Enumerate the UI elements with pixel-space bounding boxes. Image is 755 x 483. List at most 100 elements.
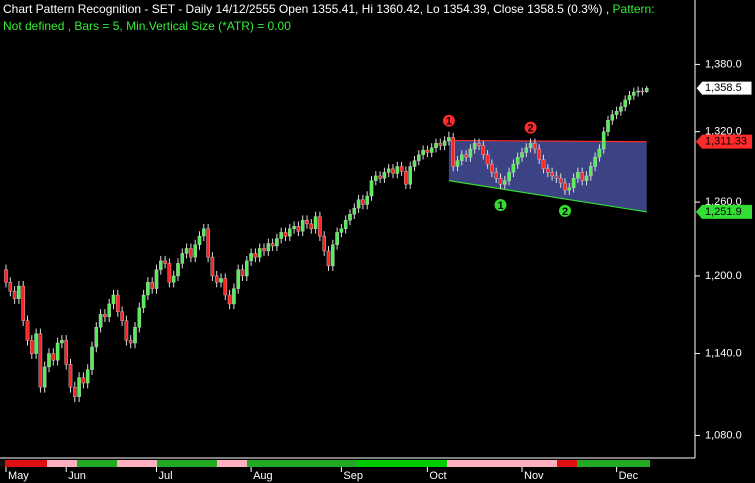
candle-body	[554, 175, 559, 179]
regime-segment	[47, 460, 77, 467]
pattern-marker-label: 2	[562, 206, 568, 218]
candle-body	[477, 143, 481, 146]
candle-body	[240, 269, 245, 277]
candle-body	[640, 90, 645, 93]
candle-body	[391, 168, 395, 174]
candle-body	[404, 170, 408, 185]
candle-body	[262, 248, 266, 252]
x-tick-label: Nov	[524, 470, 544, 482]
chart-title: Chart Pattern Recognition	[3, 2, 142, 16]
candle-body	[68, 364, 73, 388]
regime-segment	[357, 460, 447, 467]
candle-body	[77, 377, 81, 397]
candle-body	[189, 248, 193, 258]
y-tick-label: 1,140.0	[705, 347, 742, 359]
candle-body	[124, 320, 129, 341]
x-tick-label: Jul	[159, 470, 173, 482]
y-tick-label: 1,320.0	[705, 126, 742, 138]
candle-body	[335, 232, 339, 245]
candle-body	[326, 250, 331, 267]
candle-body	[339, 228, 344, 233]
candle-body	[30, 340, 34, 354]
regime-segment	[77, 460, 117, 467]
candle-body	[51, 353, 56, 361]
price-tag-label: 1,251.9	[705, 206, 742, 218]
candle-body	[90, 346, 94, 370]
candle-body	[408, 166, 413, 185]
candle-body	[567, 187, 572, 191]
candle-body	[644, 87, 649, 92]
candle-body	[85, 369, 90, 384]
candle-body	[201, 228, 206, 237]
candle-body	[442, 140, 447, 146]
candle-body	[34, 333, 38, 354]
candle-body	[601, 131, 606, 150]
candle-body	[614, 110, 619, 115]
candle-body	[485, 154, 490, 165]
candle-body	[399, 166, 404, 172]
candle-body	[128, 340, 133, 344]
candle-body	[546, 168, 550, 173]
candle-body	[279, 232, 284, 239]
candle-body	[223, 278, 228, 296]
candle-body	[593, 156, 597, 167]
candle-body	[158, 260, 163, 270]
candle-body	[369, 180, 374, 197]
candle-body	[503, 180, 507, 185]
candle-body	[464, 154, 468, 158]
candle-body	[352, 207, 357, 215]
price-tag	[696, 134, 752, 149]
candle-body	[313, 216, 318, 229]
candle-body	[141, 294, 146, 309]
candle-body	[558, 178, 563, 184]
candle-body	[249, 253, 253, 262]
candle-body	[421, 149, 425, 156]
candle-body	[498, 178, 503, 185]
pattern-marker-label: 1	[497, 200, 503, 212]
x-tick-label: Oct	[429, 470, 446, 482]
pattern-marker	[559, 204, 571, 217]
candle-body	[94, 327, 99, 348]
regime-segment	[217, 460, 247, 467]
pattern-marker	[524, 121, 537, 134]
candle-body	[309, 223, 314, 229]
candle-body	[98, 314, 103, 328]
candle-body	[253, 253, 258, 258]
price-tag	[695, 80, 753, 96]
candle-body	[451, 137, 456, 167]
candle-body	[490, 163, 494, 173]
candle-body	[481, 145, 486, 156]
candle-body	[25, 320, 30, 341]
candle-body	[236, 269, 241, 289]
candle-body	[322, 235, 327, 252]
pattern-marker	[442, 114, 455, 127]
regime-segment	[157, 460, 217, 467]
candle-body	[434, 143, 438, 149]
regime-segment	[117, 460, 157, 467]
candle-body	[636, 90, 640, 93]
candle-body	[103, 314, 107, 318]
candle-body	[374, 175, 378, 181]
x-tick-label: Sep	[343, 470, 363, 482]
candle-body	[275, 238, 279, 247]
candle-body	[571, 178, 576, 188]
pattern-marker-label: 2	[528, 122, 534, 134]
candle-body	[494, 172, 499, 179]
candle-body	[47, 353, 51, 368]
x-tick-label: Aug	[253, 470, 273, 482]
candle-body	[197, 235, 202, 245]
candle-body	[429, 147, 434, 153]
candle-body	[21, 285, 26, 321]
candle-body	[137, 307, 142, 328]
candle-body	[584, 175, 589, 181]
candle-body	[528, 143, 533, 149]
candle-body	[580, 172, 584, 181]
candle-body	[171, 275, 176, 283]
candle-body	[60, 340, 64, 344]
candle-body	[38, 333, 43, 388]
candle-body	[244, 260, 249, 277]
x-tick-label: Dec	[619, 470, 639, 482]
pattern-upper-line	[448, 139, 647, 143]
candle-body	[515, 156, 520, 165]
candle-body	[550, 172, 554, 177]
